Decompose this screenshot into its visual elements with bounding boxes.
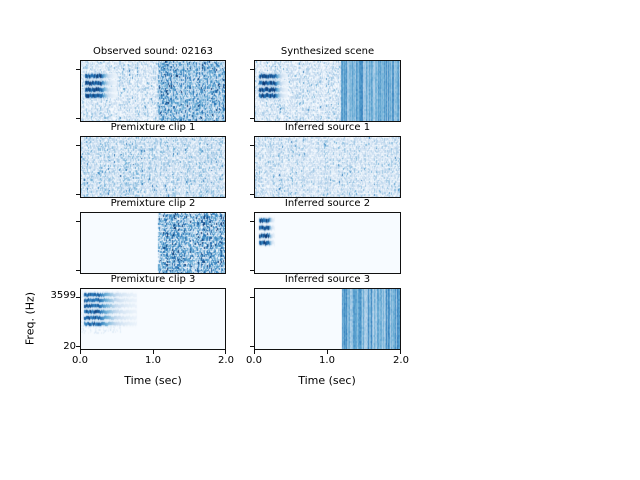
x-axis-tick — [327, 350, 328, 354]
x-tick-right-2: 2.0 — [393, 355, 409, 366]
x-tick-left-1: 1.0 — [145, 355, 161, 366]
spectrogram-canvas-premix-1 — [81, 137, 225, 197]
spectrogram-canvas-inferred-3 — [255, 289, 400, 349]
y-axis-tick — [76, 69, 80, 70]
y-axis-tick — [76, 270, 80, 271]
y-axis-tick — [250, 69, 254, 70]
y-axis-tick — [76, 118, 80, 119]
panel-title: Observed sound: 02163 — [93, 46, 213, 57]
panel-synthesized-scene: Synthesized scene — [250, 46, 401, 122]
panel-title: Synthesized scene — [280, 46, 375, 57]
x-axis-tick — [400, 350, 401, 354]
plot-area — [80, 212, 226, 274]
panel-premixture-clip-2: Premixture clip 2 — [76, 198, 226, 274]
x-tick-left-0: 0.0 — [72, 355, 88, 366]
plot-area — [80, 136, 226, 198]
panel-inferred-source-1: Inferred source 1 — [250, 122, 401, 198]
x-axis-label-right: Time (sec) — [298, 374, 356, 387]
panel-title: Premixture clip 1 — [110, 122, 196, 133]
panel-inferred-source-3: Inferred source 3 — [250, 274, 401, 354]
y-axis-tick — [76, 145, 80, 146]
spectrogram-canvas-observed — [81, 61, 225, 121]
spectrogram-canvas-synthesized — [255, 61, 400, 121]
y-axis-tick — [250, 145, 254, 146]
plot-area — [80, 288, 226, 350]
y-axis-tick — [250, 346, 254, 347]
spectrogram-canvas-inferred-1 — [255, 137, 400, 197]
x-axis-tick — [225, 350, 226, 354]
x-tick-left-2: 2.0 — [218, 355, 234, 366]
panel-title: Premixture clip 2 — [110, 198, 196, 209]
spectrogram-canvas-premix-3 — [81, 289, 225, 349]
spectrogram-canvas-premix-2 — [81, 213, 225, 273]
y-axis-tick — [76, 194, 80, 195]
plot-area — [80, 60, 226, 122]
x-axis-tick — [153, 350, 154, 354]
x-axis-tick — [80, 350, 81, 354]
y-tick-label-3599: 3599 — [50, 290, 76, 301]
panel-title: Inferred source 1 — [284, 122, 371, 133]
plot-area — [254, 288, 401, 350]
y-axis-tick — [76, 346, 80, 347]
panel-title: Inferred source 2 — [284, 198, 371, 209]
panel-inferred-source-2: Inferred source 2 — [250, 198, 401, 274]
spectrogram-canvas-inferred-2 — [255, 213, 400, 273]
x-tick-right-1: 1.0 — [319, 355, 335, 366]
y-axis-tick — [250, 118, 254, 119]
panel-title: Inferred source 3 — [284, 274, 371, 285]
x-tick-right-0: 0.0 — [246, 355, 262, 366]
y-axis-tick — [76, 221, 80, 222]
y-tick-label-20: 20 — [63, 341, 76, 352]
x-axis-label-left: Time (sec) — [124, 374, 182, 387]
panel-title: Premixture clip 3 — [110, 274, 196, 285]
plot-area — [254, 136, 401, 198]
plot-area — [254, 212, 401, 274]
panel-premixture-clip-3: Premixture clip 3 — [76, 274, 226, 354]
panel-observed-sound: Observed sound: 02163 — [76, 46, 226, 122]
y-axis-tick — [250, 221, 254, 222]
y-axis-tick — [76, 297, 80, 298]
y-axis-tick — [250, 297, 254, 298]
panel-premixture-clip-1: Premixture clip 1 — [76, 122, 226, 198]
plot-area — [254, 60, 401, 122]
y-axis-tick — [250, 270, 254, 271]
y-axis-tick — [250, 194, 254, 195]
x-axis-tick — [254, 350, 255, 354]
